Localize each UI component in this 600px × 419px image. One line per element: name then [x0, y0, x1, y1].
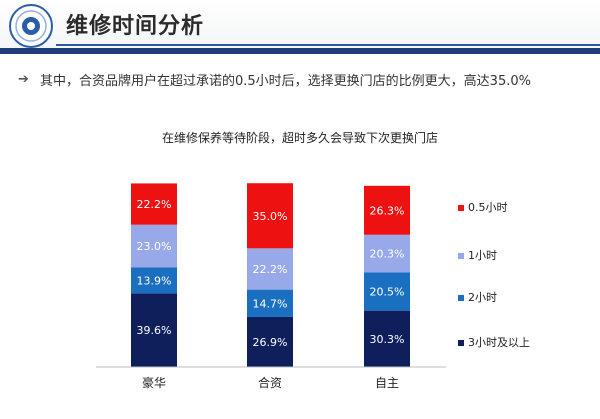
x-tick-label: 自主	[375, 376, 399, 390]
bullet-text: 其中，合资品牌用户在超过承诺的0.5小时后，选择更换门店的比例更大，高达35.0…	[40, 74, 531, 89]
legend-swatch	[458, 295, 464, 301]
x-tick-label: 合资	[258, 375, 282, 390]
data-label: 20.5%	[370, 286, 405, 299]
bar-segment	[247, 248, 293, 290]
legend-swatch	[458, 340, 464, 346]
bar-segment	[131, 224, 177, 268]
title-accent-rule	[56, 44, 600, 46]
arrow-right-icon: ➔	[18, 72, 29, 87]
data-label: 26.9%	[253, 336, 288, 349]
legend-label: 2小时	[468, 291, 497, 304]
page-title: 维修时间分析	[66, 14, 205, 39]
bar-segment	[364, 185, 410, 235]
data-label: 23.0%	[137, 240, 172, 253]
data-label: 26.3%	[370, 204, 405, 217]
bar-segment	[131, 183, 177, 225]
legend-swatch	[458, 205, 464, 211]
bar-segment	[247, 183, 293, 249]
data-label: 14.7%	[253, 297, 288, 310]
data-label: 35.0%	[253, 210, 288, 223]
legend: 0.5小时 1小时 2小时 3小时及以上	[458, 201, 530, 349]
data-label: 22.2%	[253, 263, 288, 276]
data-label: 39.6%	[137, 324, 172, 337]
legend-swatch	[458, 253, 464, 259]
chart-title: 在维修保养等待阶段，超时多久会导致下次更换门店	[162, 130, 438, 145]
bullet-point: ➔ 其中，合资品牌用户在超过承诺的0.5小时后，选择更换门店的比例更大，高达35…	[18, 70, 531, 89]
data-label: 13.9%	[137, 274, 172, 287]
legend-label: 1小时	[468, 249, 497, 262]
bar-segment	[364, 310, 410, 367]
data-label: 20.3%	[370, 248, 405, 261]
x-tick-labels: 豪华 合资 自主	[142, 375, 399, 390]
bar-segment	[364, 234, 410, 273]
data-label: 30.3%	[370, 333, 405, 346]
stacked-bar-chart: 在维修保养等待阶段，超时多久会导致下次更换门店 39.6% 13.9% 23.0% 2…	[96, 130, 530, 390]
bar-segment	[131, 293, 177, 367]
title-rule	[0, 48, 600, 54]
legend-label: 0.5小时	[468, 201, 508, 214]
bar-segment	[247, 316, 293, 367]
bar-segment	[247, 289, 293, 317]
bars-group: 39.6% 13.9% 23.0% 22.2% 26.9% 14.7% 22.2% 35.0%…	[131, 183, 410, 367]
legend-label: 3小时及以上	[468, 336, 530, 349]
bar-segment	[131, 267, 177, 294]
x-tick-label: 豪华	[142, 375, 166, 390]
data-label: 22.2%	[137, 198, 172, 211]
bar-segment	[364, 272, 410, 311]
company-logo-icon	[9, 4, 53, 48]
